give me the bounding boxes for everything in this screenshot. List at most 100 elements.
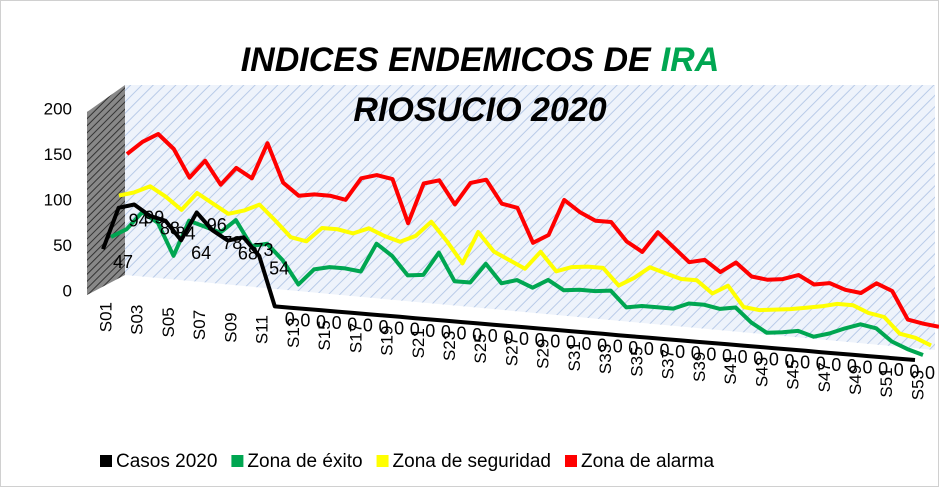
data-label: 0 (425, 321, 435, 341)
data-label: 0 (847, 356, 857, 376)
x-tick-label: S53 (908, 370, 927, 400)
x-tick-label: S43 (752, 357, 771, 387)
legend-label: Casos 2020 (116, 451, 217, 472)
x-tick-label: S01 (96, 302, 115, 332)
x-tick-label: S35 (627, 346, 646, 376)
title-highlight: IRA (661, 41, 720, 79)
series-line (125, 132, 939, 329)
x-tick-label: S51 (877, 367, 896, 397)
x-tick-label: S13 (284, 318, 303, 348)
data-label: 0 (597, 335, 607, 355)
data-label: 68 (238, 243, 258, 263)
y-tick-label: 100 (44, 190, 72, 209)
chart-subtitle: RIOSUCIO 2020 (353, 91, 606, 129)
legend-swatch (100, 455, 112, 467)
data-label: 0 (488, 326, 498, 346)
x-tick-label: S31 (565, 341, 584, 371)
data-label: 0 (753, 348, 763, 368)
x-tick-label: S49 (846, 365, 865, 395)
data-label: 0 (472, 325, 482, 345)
x-tick-label: S45 (784, 360, 803, 390)
y-tick-label: 150 (44, 145, 72, 164)
legend-label: Zona de alarma (581, 451, 715, 472)
data-label: 0 (894, 360, 904, 380)
x-tick-label: S41 (721, 354, 740, 384)
data-label: 78 (222, 233, 242, 253)
data-label: 0 (691, 343, 701, 363)
x-tick-label: S23 (440, 331, 459, 361)
y-tick-label: 0 (63, 281, 72, 300)
data-label: 0 (535, 330, 545, 350)
data-label: 0 (347, 314, 357, 334)
data-label: 0 (503, 327, 513, 347)
legend-swatch (231, 455, 244, 467)
legend-swatch (565, 455, 577, 467)
data-label: 64 (191, 243, 211, 263)
data-label: 0 (784, 351, 794, 371)
x-tick-label: S07 (190, 310, 209, 340)
data-label: 0 (800, 352, 810, 372)
series-line (101, 202, 916, 362)
series-line (118, 184, 932, 348)
y-tick-label: 50 (53, 236, 72, 255)
data-label: 0 (831, 355, 841, 375)
data-label: 0 (660, 341, 670, 361)
x-tick-label: S05 (159, 307, 178, 337)
data-label: 0 (285, 309, 295, 329)
data-label: 0 (363, 316, 373, 336)
data-label: 0 (878, 359, 888, 379)
data-label: 0 (816, 354, 826, 374)
x-tick-label: S47 (815, 362, 834, 392)
data-label: 0 (378, 317, 388, 337)
data-label: 0 (441, 322, 451, 342)
legend-label: Zona de éxito (247, 451, 362, 472)
back-wall (125, 85, 935, 350)
data-label: 0 (300, 310, 310, 330)
data-label: 0 (332, 313, 342, 333)
x-tick-label: S09 (221, 312, 240, 342)
data-label: 73 (254, 240, 274, 260)
data-label: 0 (675, 342, 685, 362)
data-label: 0 (316, 312, 326, 332)
x-tick-label: S21 (409, 328, 428, 358)
data-label: 0 (613, 337, 623, 357)
data-label: 47 (113, 252, 133, 272)
data-label: 0 (722, 346, 732, 366)
x-tick-label: S17 (346, 323, 365, 353)
x-tick-label: S29 (534, 339, 553, 369)
data-label: 0 (566, 333, 576, 353)
data-label: 96 (207, 215, 227, 235)
x-tick-label: S37 (659, 349, 678, 379)
data-label: 0 (863, 358, 873, 378)
title-text: INDICES ENDEMICOS DE (241, 41, 652, 79)
legend-swatch (376, 455, 389, 467)
x-tick-label: S19 (378, 326, 397, 356)
series-line (110, 210, 924, 357)
data-label: 0 (394, 318, 404, 338)
data-label: 0 (457, 324, 467, 344)
legend: Casos 2020 Zona de éxito Zona de seguridad… (100, 451, 715, 472)
x-tick-label: S03 (128, 305, 147, 335)
data-label: 0 (628, 338, 638, 358)
x-tick-label: S27 (502, 336, 521, 366)
data-label: 0 (581, 334, 591, 354)
legend-label: Zona de seguridad (393, 451, 551, 472)
data-label: 0 (909, 361, 919, 381)
data-label: 0 (738, 347, 748, 367)
data-label: 94 (129, 211, 149, 231)
data-label: 0 (644, 339, 654, 359)
data-label: 88 (160, 219, 180, 239)
data-label: 99 (144, 207, 164, 227)
data-label: 84 (175, 224, 195, 244)
data-label: 0 (550, 331, 560, 351)
chart-title: INDICES ENDEMICOS DE IRA (241, 41, 720, 79)
data-label: 54 (269, 259, 289, 279)
data-label: 0 (519, 329, 529, 349)
x-tick-label: S11 (253, 315, 272, 344)
data-label: 0 (410, 320, 420, 340)
side-wall (87, 85, 125, 295)
x-tick-label: S39 (690, 352, 709, 382)
data-label: 0 (925, 363, 935, 383)
data-label: 0 (769, 350, 779, 370)
x-tick-label: S33 (596, 344, 615, 374)
